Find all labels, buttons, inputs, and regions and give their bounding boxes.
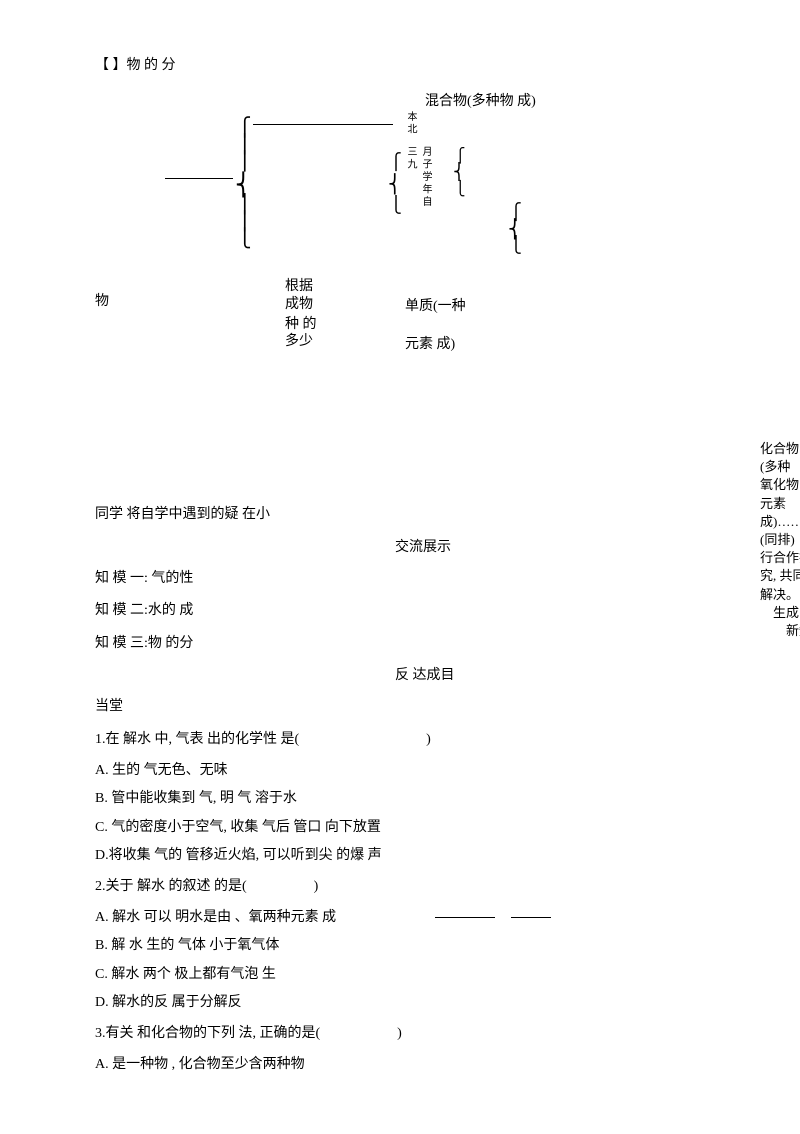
tiny-vert-1: 本 北: [403, 111, 418, 151]
label-basis-4: 多少: [285, 331, 313, 352]
q1-option-d: D.将收集 气的 管移近火焰, 可以听到尖 的爆 声: [95, 843, 715, 870]
rb-l6: (同排): [760, 531, 800, 549]
q2-paren: ): [314, 879, 319, 894]
q3-paren: ): [397, 1026, 402, 1041]
blank-2: [511, 917, 551, 918]
rb-l8: 究, 共同: [760, 567, 800, 585]
q1-option-b: B. 管中能收集到 气, 明 气 溶于水: [95, 786, 715, 813]
brace-small-bot: ⎩: [510, 234, 522, 258]
rb-l4: 元素: [760, 495, 800, 513]
q3-text: 3.有关 和化合物的下列 法, 正确的是(: [95, 1026, 320, 1041]
brace-outer-bot: ⎩: [238, 225, 252, 252]
q2-option-a: A. 解水 可以 明水是由 、氧两种元素 成: [95, 905, 715, 932]
q2-text: 2.关于 解水 的叙述 的是(: [95, 879, 247, 894]
label-simple-2: 元素 成): [405, 334, 455, 355]
q2a-text: A. 解水 可以 明水是由 、氧两种元素 成: [95, 910, 336, 925]
blank-1: [435, 917, 495, 918]
q1-option-c: C. 气的密度小于空气, 收集 气后 管口 向下放置: [95, 815, 715, 842]
note-line: 同学 将自学中遇到的疑 在小: [95, 502, 715, 529]
q2-option-d: D. 解水的反 属于分解反: [95, 990, 715, 1017]
q1: 1.在 解水 中, 气表 出的化学性 是( ): [95, 727, 715, 754]
rb-l10: 生成: [760, 604, 800, 622]
q1-text: 1.在 解水 中, 气表 出的化学性 是(: [95, 732, 299, 747]
label-mixture: 混合物(多种物 成): [425, 91, 536, 112]
brace-mid-bot: ⎩: [390, 194, 402, 218]
rb-l1: 化合物: [760, 440, 800, 458]
rb-l7: 行合作探: [760, 549, 800, 567]
label-simple-1: 单质(一种: [405, 296, 466, 317]
q2: 2.关于 解水 的叙述 的是( ): [95, 874, 715, 901]
rb-l3: 氧化物: [760, 476, 800, 494]
module-1: 知 模 一: 气的性: [95, 566, 715, 593]
rb-l9: 解决。: [760, 586, 800, 604]
header-reflect: 反 达成目: [95, 665, 715, 686]
label-basis-2: 成物: [285, 294, 313, 315]
diagram-line-1: [253, 124, 393, 125]
header-exchange: 交流展示: [95, 537, 715, 558]
q1-option-a: A. 生的 气无色、无味: [95, 758, 715, 785]
section-title: 【 】物 的 分: [95, 55, 715, 76]
classification-diagram: 混合物(多种物 成) ⎧ ⎪ ⎪ ⎨ ⎪ ⎪ ⎩ 本 北 ⎧ ⎨ ⎩ 月 子 学…: [95, 86, 715, 336]
module-3: 知 模 三:物 的分: [95, 631, 715, 658]
q3: 3.有关 和化合物的下列 法, 正确的是( ): [95, 1021, 715, 1048]
dangtang: 当堂: [95, 694, 715, 721]
q3-option-a: A. 是一种物 , 化合物至少含两种物: [95, 1052, 715, 1079]
q2-option-b: B. 解 水 生的 气体 小于氧气体: [95, 933, 715, 960]
diagram-line-0: [165, 178, 233, 179]
rb-l11: 新知: [760, 622, 800, 640]
q1-paren: ): [426, 732, 431, 747]
compound-sidebar: 化合物 (多种 氧化物 元素 成)…… (同排) 行合作探 究, 共同 解决。 …: [760, 440, 800, 640]
q2-option-c: C. 解水 两个 极上都有气泡 生: [95, 962, 715, 989]
brace-inner-bot: ⎩: [455, 179, 466, 200]
rb-l5: 成)……: [760, 513, 800, 531]
rb-l2: (多种: [760, 458, 800, 476]
module-2: 知 模 二:水的 成: [95, 598, 715, 625]
label-matter: 物: [95, 291, 109, 312]
tiny-vert-2: 月 子 学 年 自 三 九: [403, 146, 433, 216]
